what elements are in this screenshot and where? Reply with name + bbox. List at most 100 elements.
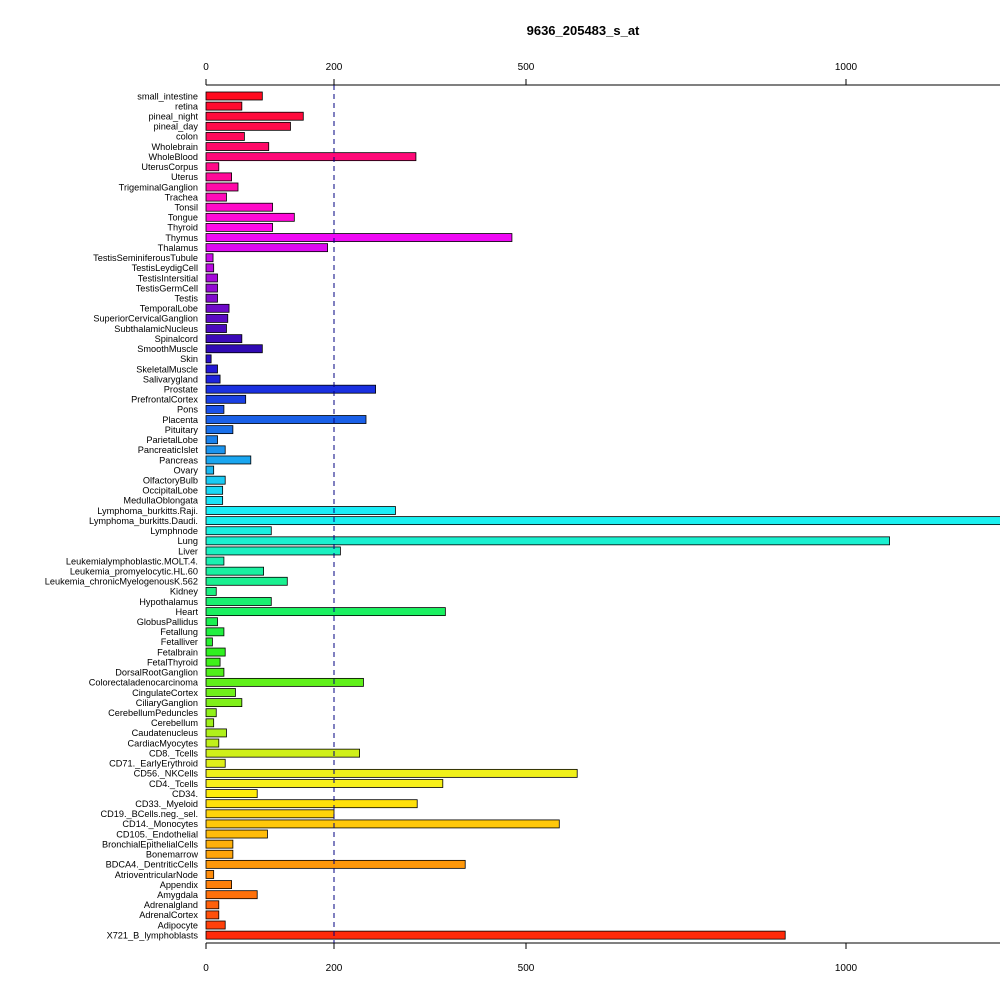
bar [205,314,229,323]
category-label: Bonemarrow [146,850,198,860]
bar [205,445,226,455]
category-label: pineal_day [154,122,199,132]
bar [205,647,226,657]
bar [205,597,272,606]
category-label: CD14._Monocytes [122,819,198,829]
bar [205,142,270,151]
category-label: TestisGermCell [136,283,198,293]
category-label: Leukemialymphoblastic.MOLT.4. [66,556,198,566]
bar [205,698,243,707]
bar [205,263,215,273]
category-label: Hypothalamus [139,597,198,607]
chart-title: 9636_205483_s_at [527,23,640,38]
category-label: Tongue [168,213,198,223]
tick-label: 500 [518,963,535,974]
category-label: GlobusPallidus [137,617,199,627]
category-label: CD8._Tcells [149,748,198,758]
category-label: Caudatenucleus [132,728,199,738]
bar [205,495,224,505]
bar [205,506,396,515]
tick-label: 1000 [835,62,858,73]
category-label: small_intestine [137,91,198,101]
bar [205,536,890,546]
bar [205,334,243,344]
category-label: PrefrontalCortex [131,395,198,405]
category-label: FetalThyroid [147,657,198,667]
bar [205,132,245,141]
bar [205,839,234,849]
bar [205,890,258,900]
tick-label: 200 [326,963,343,974]
bar [205,566,264,576]
category-label: SkeletalMuscle [136,364,198,374]
category-label: Trachea [165,192,199,202]
bar [205,920,226,930]
bar [205,859,466,869]
category-label: SubthalamicNucleus [114,324,198,334]
bar [205,657,221,667]
bar [205,688,236,697]
bar [205,516,1000,526]
category-label: CD71._EarlyErythroid [109,759,198,769]
category-label: Lung [178,536,198,546]
bar [205,243,328,253]
bar [205,475,226,485]
category-label: TestisSeminiferousTubule [93,253,198,263]
bar [205,677,364,687]
bar [205,728,227,738]
bar [205,435,218,445]
category-label: Spinalcord [155,334,198,344]
category-label: Salivarygland [143,374,198,384]
bar [205,121,291,131]
category-label: Thyroid [167,223,198,233]
bar [205,253,214,263]
category-label: Adrenalgland [144,900,198,910]
category-label: TemporalLobe [140,304,198,314]
category-label: ParietalLobe [146,435,198,445]
category-label: CerebellumPeduncles [108,708,198,718]
bar [205,162,220,172]
category-label: Skin [180,354,198,364]
category-label: Heart [176,607,199,617]
bar [205,779,444,788]
category-label: Ovary [173,465,198,475]
category-labels: small_intestineretinapineal_nightpineal_… [45,91,199,940]
bar [205,546,341,556]
bar [205,152,417,162]
bar [205,900,220,910]
bar [205,182,239,192]
tick-label: 0 [203,62,209,73]
category-label: pineal_night [148,112,198,122]
category-label: BronchialEpithelialCells [102,839,198,849]
category-label: UterusCorpus [141,162,198,172]
category-label: colon [176,132,198,142]
category-label: BDCA4._DentriticCells [106,860,199,870]
bar [205,91,263,101]
bar [205,192,227,202]
category-label: CD105._Endothelial [116,829,198,839]
bar [205,324,227,333]
category-label: Cerebellum [151,718,198,728]
category-label: Placenta [162,415,199,425]
category-label: Lymphoma_burkitts.Daudi. [89,516,198,526]
bar [205,799,418,809]
category-label: OlfactoryBulb [143,475,198,485]
bar [205,849,234,859]
category-label: WholeBlood [148,152,198,162]
bars-group [205,91,1000,940]
bar [205,870,215,879]
bar [205,394,247,404]
category-label: Fetalbrain [157,647,198,657]
category-label: Uterus [171,172,198,182]
bar [205,425,234,435]
bar [205,607,446,617]
category-label: TrigeminalGanglion [119,182,198,192]
category-label: SuperiorCervicalGanglion [93,314,198,324]
category-label: Kidney [170,587,198,597]
category-label: Wholebrain [152,142,198,152]
bar [205,637,213,647]
category-label: Prostate [164,384,198,394]
category-label: CingulateCortex [132,688,198,698]
tick-label: 500 [518,62,535,73]
bar [205,829,268,839]
